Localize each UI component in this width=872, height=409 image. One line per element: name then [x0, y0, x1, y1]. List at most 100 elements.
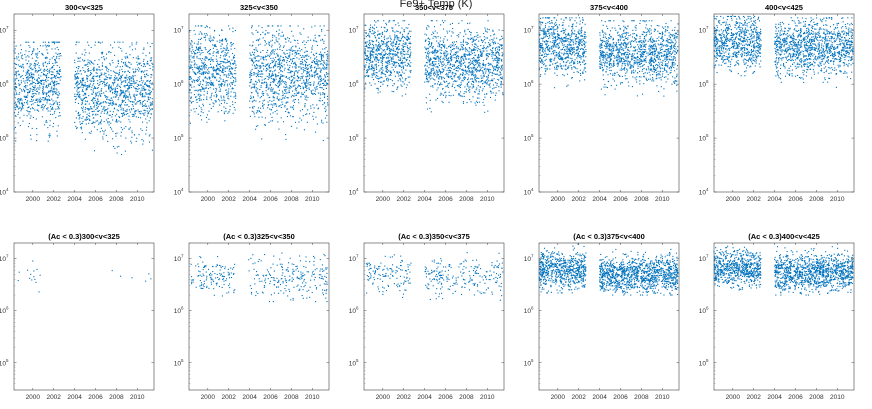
data-point [496, 62, 499, 64]
data-point [231, 73, 233, 75]
data-point [151, 103, 153, 105]
data-point [226, 102, 228, 104]
data-point [269, 54, 271, 56]
data-point [274, 42, 276, 44]
data-point [124, 150, 126, 152]
data-point [266, 55, 268, 57]
data-point [280, 25, 282, 27]
data-point [115, 66, 117, 68]
data-point [106, 67, 108, 69]
data-point [273, 64, 276, 67]
data-point [42, 90, 44, 92]
x-tick-label: 2002 [221, 196, 236, 203]
data-point [369, 30, 371, 32]
data-point [110, 85, 112, 87]
data-point [424, 33, 426, 35]
data-point [143, 71, 145, 73]
data-point [220, 84, 222, 86]
data-point [35, 118, 37, 120]
data-point [391, 66, 393, 68]
data-point [269, 85, 271, 87]
data-point [148, 93, 150, 95]
data-point [367, 58, 369, 60]
data-point [299, 117, 301, 119]
data-point [54, 41, 56, 43]
data-point [367, 56, 370, 58]
data-point [29, 90, 31, 92]
data-point [476, 61, 479, 63]
data-point [263, 59, 265, 61]
data-point [207, 78, 209, 80]
data-point [291, 61, 294, 63]
data-point [270, 52, 272, 54]
data-point [397, 80, 399, 82]
data-point [491, 65, 494, 67]
data-point [82, 77, 84, 79]
data-point [267, 25, 269, 27]
data-point [80, 128, 83, 130]
data-point [210, 66, 213, 68]
data-point [279, 64, 281, 66]
data-point [210, 82, 213, 84]
data-point [427, 74, 429, 76]
data-point [393, 71, 396, 73]
data-point [24, 90, 26, 92]
data-point [42, 79, 44, 81]
data-point [120, 77, 122, 79]
data-point [48, 94, 50, 97]
data-point [217, 64, 219, 66]
data-point [188, 76, 191, 78]
data-point [308, 81, 310, 83]
data-point [210, 57, 212, 59]
data-point [383, 40, 385, 43]
data-point [266, 51, 268, 54]
data-point [373, 48, 375, 50]
data-point [202, 51, 204, 54]
data-point [80, 70, 82, 72]
data-point [427, 71, 429, 73]
data-point [19, 117, 21, 119]
data-point [143, 83, 146, 85]
data-point [205, 72, 207, 74]
data-point [30, 83, 32, 85]
data-point [135, 43, 137, 45]
data-point [462, 74, 464, 76]
data-point [434, 71, 436, 73]
data-point [210, 107, 212, 110]
data-point [88, 114, 90, 117]
data-point [280, 106, 282, 108]
data-point [218, 34, 221, 36]
data-point [45, 94, 47, 96]
data-point [319, 86, 321, 89]
data-point [392, 44, 394, 46]
data-point [223, 85, 225, 87]
data-point [206, 91, 208, 93]
data-point [316, 59, 318, 61]
data-point [485, 64, 487, 66]
data-point [398, 75, 400, 77]
data-point [282, 94, 284, 96]
data-point [497, 58, 499, 60]
data-point [117, 78, 119, 80]
data-point [234, 94, 237, 96]
data-point [128, 61, 130, 63]
data-point [325, 84, 327, 87]
data-point [471, 41, 473, 43]
data-point [391, 63, 393, 65]
data-point [366, 55, 369, 57]
data-point [96, 107, 98, 109]
data-point [284, 53, 286, 55]
data-point [34, 71, 36, 73]
data-point [92, 91, 94, 93]
data-point [113, 41, 116, 43]
data-point [80, 86, 82, 88]
data-point [393, 42, 395, 44]
data-point [271, 90, 273, 92]
data-point [138, 111, 140, 113]
data-point [459, 64, 461, 66]
data-point [369, 28, 371, 30]
data-point [481, 70, 483, 72]
data-point [469, 22, 471, 24]
data-point [496, 84, 498, 86]
data-point [426, 47, 428, 49]
